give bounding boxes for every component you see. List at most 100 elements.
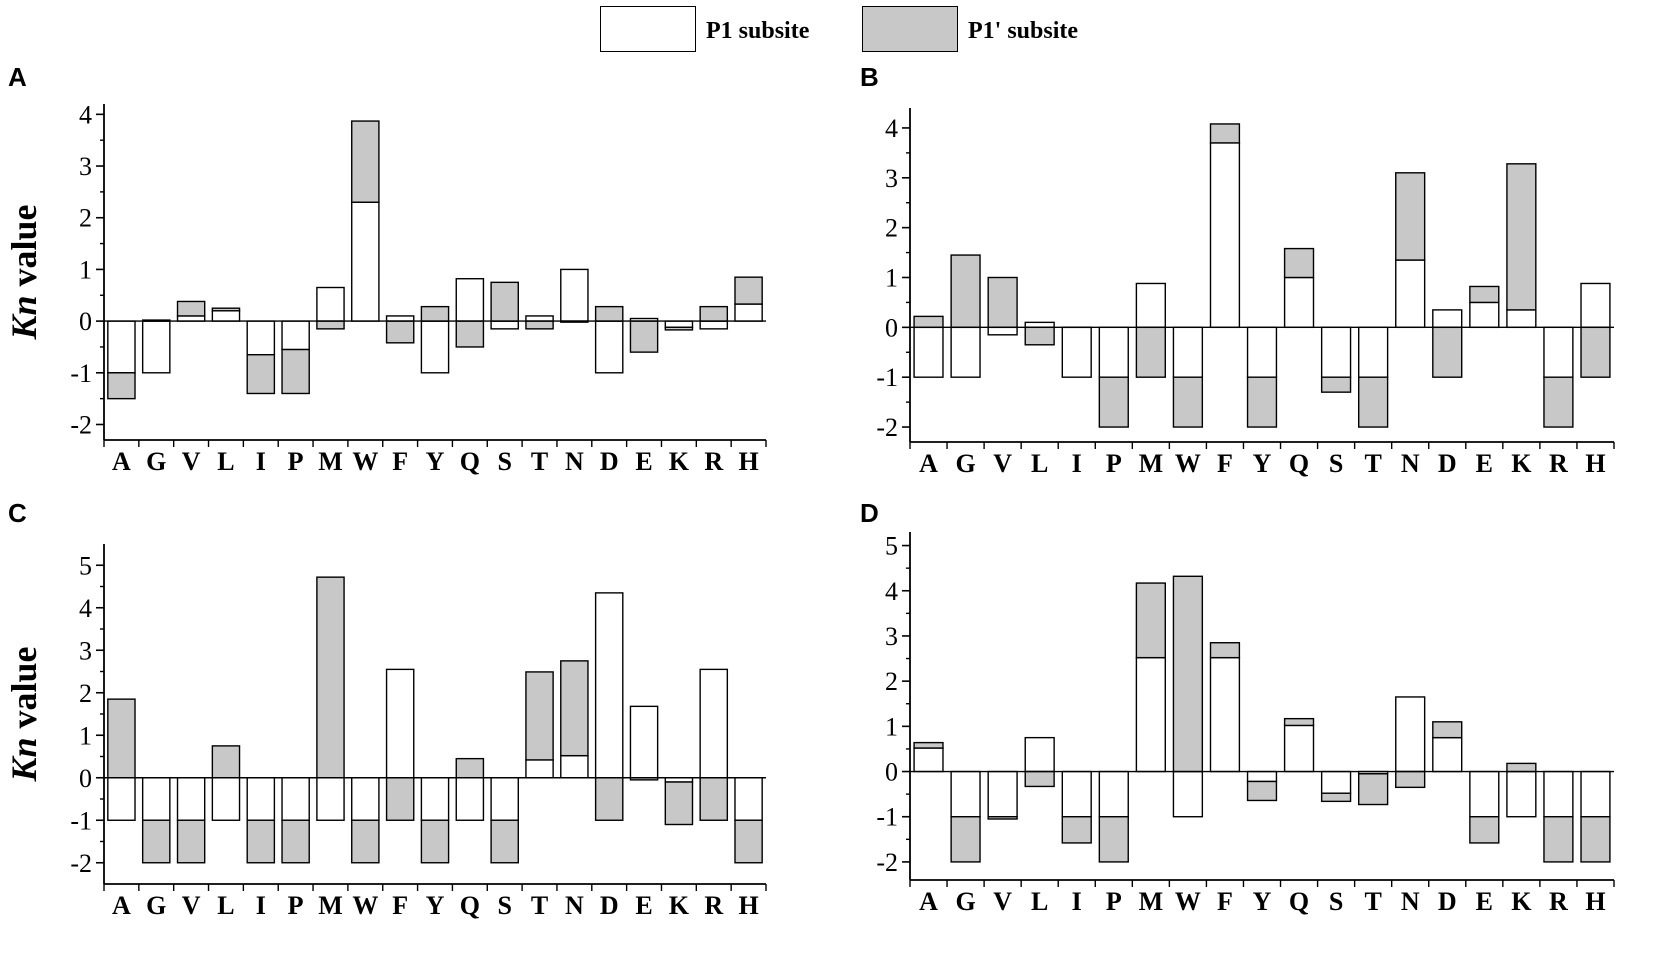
bar-V-p1 — [176, 777, 206, 821]
bar-A-p1 — [913, 747, 944, 773]
bar-D-p1 — [1432, 309, 1463, 329]
bar-P-p1prime — [281, 348, 310, 395]
x-tick-label-M: M — [1139, 449, 1164, 478]
bar-M-p1 — [1135, 656, 1166, 773]
x-tick-label-P: P — [288, 891, 304, 920]
bar-W-p1prime — [1172, 575, 1204, 773]
x-tick-label-W: W — [352, 447, 378, 476]
bar-R-p1 — [1543, 326, 1574, 378]
bar-N-p1 — [1395, 259, 1426, 329]
y-axis-label-italic: Kn — [4, 737, 44, 782]
legend-label-p1: P1 subsite — [706, 18, 810, 44]
x-tick-label-E: E — [1476, 887, 1493, 916]
bar-N-p1 — [1395, 696, 1426, 773]
x-tick-label-A: A — [919, 449, 938, 478]
x-tick-label-R: R — [704, 891, 723, 920]
y-tick-label: 2 — [885, 667, 898, 696]
x-tick-label-N: N — [1401, 887, 1420, 916]
bar-G-p1prime — [950, 254, 981, 329]
x-tick-label-W: W — [1175, 887, 1201, 916]
x-tick-label-L: L — [217, 447, 234, 476]
bar-A-p1 — [107, 777, 136, 821]
x-tick-label-P: P — [1106, 449, 1122, 478]
x-tick-label-K: K — [1511, 887, 1532, 916]
x-tick-label-I: I — [1072, 449, 1082, 478]
bar-H-p1 — [734, 777, 763, 821]
x-tick-label-V: V — [182, 447, 201, 476]
x-tick-label-W: W — [1175, 449, 1201, 478]
bar-Y-p1 — [1246, 770, 1278, 783]
x-tick-label-H: H — [738, 447, 758, 476]
bar-K-p1prime — [664, 781, 694, 826]
bar-W-p1 — [1172, 770, 1204, 818]
bar-K-p1prime — [664, 326, 694, 331]
x-tick-label-S: S — [1329, 449, 1343, 478]
bar-N-p1prime — [560, 660, 589, 757]
legend-swatch-p1prime — [862, 6, 958, 52]
bar-S-p1 — [1320, 770, 1352, 794]
bar-I-p1 — [246, 320, 276, 356]
bar-M-p1prime — [316, 320, 345, 330]
bar-F-p1prime — [1209, 642, 1241, 659]
bar-S-p1 — [490, 320, 519, 330]
bar-G-p1 — [141, 320, 171, 374]
panel-letter-d: D — [860, 498, 879, 528]
x-tick-label-P: P — [1106, 887, 1122, 916]
y-tick-label: 0 — [79, 307, 92, 336]
bar-H-p1 — [1580, 282, 1611, 329]
y-tick-label: -2 — [876, 413, 898, 442]
bar-M-p1 — [316, 777, 345, 821]
bar-G-p1 — [950, 326, 981, 378]
x-tick-label-G: G — [146, 891, 166, 920]
legend-label-p1prime: P1' subsite — [968, 18, 1079, 44]
bar-G-p1 — [950, 770, 981, 818]
y-tick-label: -2 — [70, 410, 92, 439]
bar-K-p1 — [1506, 770, 1537, 818]
bar-L-p1 — [1024, 736, 1055, 773]
x-tick-label-Q: Q — [460, 891, 480, 920]
bar-M-p1prime — [1135, 326, 1166, 378]
bar-T-p1 — [525, 315, 554, 322]
y-tick-label: 1 — [79, 721, 92, 750]
y-tick-label: -2 — [70, 849, 92, 878]
bar-L-p1prime — [211, 307, 241, 312]
bar-I-p1 — [246, 777, 276, 821]
bar-Y-p1 — [420, 320, 450, 374]
bar-R-p1 — [1543, 770, 1574, 818]
x-tick-label-T: T — [531, 891, 548, 920]
x-tick-label-T: T — [1364, 449, 1381, 478]
bar-S-p1prime — [490, 819, 519, 864]
y-axis-label-italic: Kn — [4, 295, 44, 340]
bar-Q-p1 — [455, 278, 485, 322]
bar-H-p1prime — [734, 819, 763, 864]
bar-M-p1prime — [1135, 582, 1166, 659]
x-tick-label-D: D — [1438, 887, 1457, 916]
x-tick-label-Q: Q — [460, 447, 480, 476]
x-tick-label-L: L — [1031, 887, 1048, 916]
y-tick-label: 3 — [79, 152, 92, 181]
bar-E-p1 — [629, 705, 659, 779]
bar-T-p1prime — [525, 671, 554, 761]
bar-E-p1prime — [1469, 285, 1500, 304]
x-tick-label-A: A — [112, 891, 131, 920]
y-tick-label: 0 — [885, 758, 898, 787]
bar-R-p1prime — [1543, 376, 1574, 428]
x-tick-label-F: F — [1217, 887, 1233, 916]
bar-L-p1prime — [211, 745, 241, 779]
chart-panel-a: A G V L I P M W F Y Q S T N D E K R H -2 -1 0 1 2 3 4 Kn value — [4, 100, 767, 476]
bar-V-p1prime — [176, 300, 206, 317]
bar-W-p1prime — [351, 819, 380, 864]
bar-A-p1prime — [107, 698, 136, 779]
x-tick-label-I: I — [1072, 887, 1082, 916]
bar-F-p1prime — [385, 320, 415, 344]
y-tick-label: -1 — [70, 806, 92, 835]
bar-T-p1 — [525, 759, 554, 779]
bar-Q-p1 — [1283, 724, 1315, 773]
bar-T-p1prime — [1358, 376, 1389, 428]
bar-D-p1prime — [594, 305, 624, 322]
y-tick-label: 3 — [885, 622, 898, 651]
y-tick-label: 5 — [79, 551, 92, 580]
y-tick-label: 3 — [885, 164, 898, 193]
